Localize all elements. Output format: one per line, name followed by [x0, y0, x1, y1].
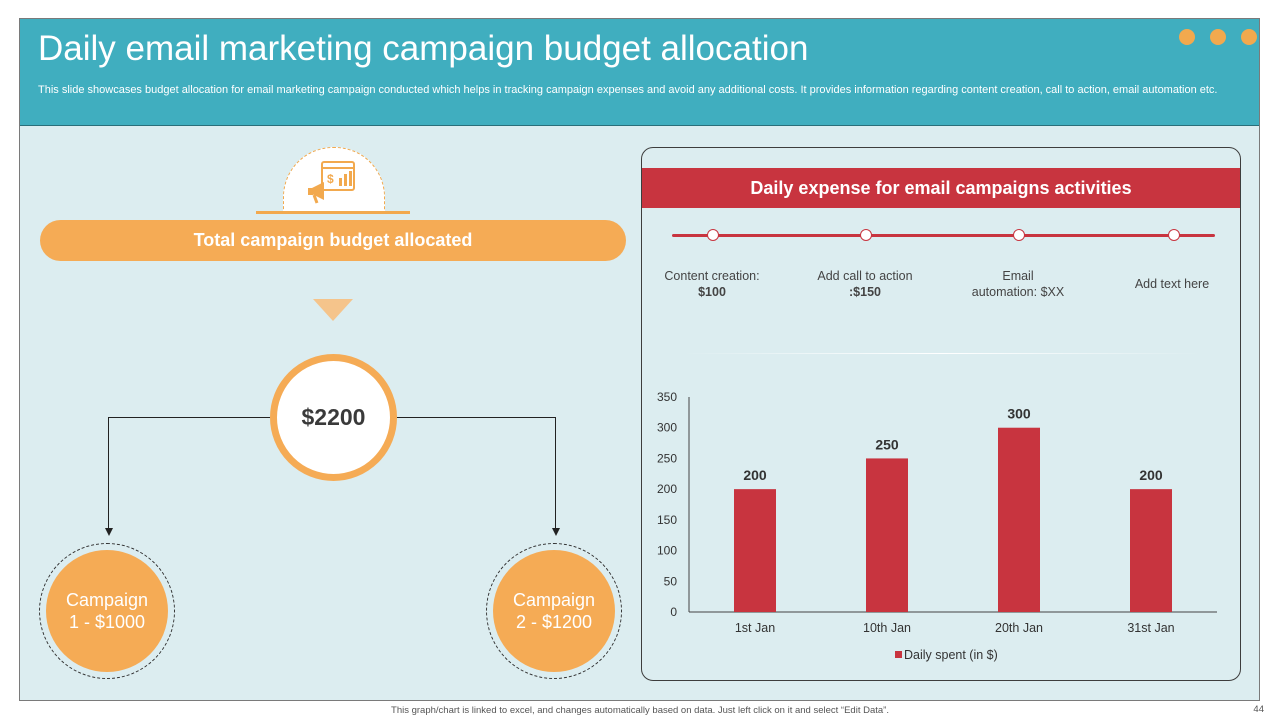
campaign-1-ring — [39, 543, 175, 679]
total-budget-circle: $2200 — [270, 354, 397, 481]
svg-text:$: $ — [327, 172, 334, 186]
x-tick-label: 20th Jan — [995, 621, 1043, 635]
decorative-dots — [1179, 29, 1257, 45]
timeline-node-1 — [707, 229, 719, 241]
arrow-right-head — [552, 528, 560, 536]
connector-right-v — [555, 417, 556, 529]
down-arrow-triangle — [313, 299, 353, 321]
bar — [1130, 489, 1172, 612]
timeline-label-1-line1: Content creation: — [664, 269, 760, 283]
bar-data-label: 200 — [743, 467, 767, 483]
connector-right-h — [397, 417, 555, 418]
panel-divider — [682, 353, 1202, 354]
connector-left-h — [108, 417, 270, 418]
timeline-node-3 — [1013, 229, 1025, 241]
y-tick-label: 200 — [657, 482, 677, 496]
bar — [866, 458, 908, 612]
page-title: Daily email marketing campaign budget al… — [38, 29, 809, 68]
header-bar: Daily email marketing campaign budget al… — [20, 19, 1259, 126]
dot-1 — [1179, 29, 1195, 45]
icon-underline — [256, 211, 410, 214]
timeline-label-2-line2: :$150 — [849, 285, 881, 299]
page-subtitle: This slide showcases budget allocation f… — [38, 84, 1218, 96]
expense-panel: Daily expense for email campaigns activi… — [641, 147, 1241, 681]
y-tick-label: 0 — [670, 605, 677, 619]
y-tick-label: 100 — [657, 544, 677, 558]
bar-data-label: 200 — [1139, 467, 1163, 483]
campaign-1-label: Campaign 1 - $1000 — [65, 590, 149, 632]
y-tick-label: 150 — [657, 513, 677, 527]
total-budget-pill: Total campaign budget allocated — [40, 220, 626, 261]
timeline-label-3-line1: Email — [1002, 269, 1034, 283]
panel-title: Daily expense for email campaigns activi… — [642, 168, 1240, 208]
x-tick-label: 1st Jan — [735, 621, 775, 635]
timeline-label-2-line1: Add call to action — [817, 269, 913, 283]
timeline-label-3-line2: automation: $XX — [971, 285, 1065, 299]
timeline-label-4: Add text here — [1107, 276, 1237, 292]
x-tick-label: 31st Jan — [1127, 621, 1174, 635]
campaign-1-circle: Campaign 1 - $1000 — [46, 550, 168, 672]
y-tick-label: 50 — [664, 574, 678, 588]
campaign-2-circle: Campaign 2 - $1200 — [493, 550, 615, 672]
timeline-line — [672, 234, 1215, 237]
y-tick-label: 350 — [657, 390, 677, 404]
y-tick-label: 300 — [657, 421, 677, 435]
bar-data-label: 300 — [1007, 406, 1031, 422]
megaphone-chart-icon: $ — [308, 161, 355, 204]
dot-3 — [1241, 29, 1257, 45]
page-number: 44 — [1253, 704, 1264, 715]
legend-swatch — [895, 651, 902, 658]
daily-spent-bar-chart: 0 50 100 150 200 250 300 350 200 1st Jan 250 10th J… — [657, 390, 1217, 662]
x-tick-label: 10th Jan — [863, 621, 911, 635]
campaign-2-label: Campaign 2 - $1200 — [512, 590, 596, 632]
bar — [998, 427, 1040, 612]
slide-frame: Daily email marketing campaign budget al… — [19, 18, 1260, 701]
arrow-left-head — [105, 528, 113, 536]
legend-label: Daily spent (in $) — [904, 648, 998, 662]
dot-2 — [1210, 29, 1226, 45]
y-tick-label: 250 — [657, 451, 677, 465]
timeline-label-4-line1: Add text here — [1134, 277, 1210, 291]
timeline-label-1: Content creation: $100 — [647, 268, 777, 300]
bar — [734, 489, 776, 612]
bar-data-label: 250 — [875, 436, 899, 452]
timeline-label-3: Email automation: $XX — [953, 268, 1083, 300]
campaign-2-ring — [486, 543, 622, 679]
timeline-label-1-line2: $100 — [698, 285, 726, 299]
timeline-label-2: Add call to action :$150 — [800, 268, 930, 300]
timeline-node-2 — [860, 229, 872, 241]
marketing-icon-badge: $ — [283, 147, 385, 214]
connector-left-v — [108, 417, 109, 529]
footer-note: This graph/chart is linked to excel, and… — [391, 705, 889, 716]
timeline-node-4 — [1168, 229, 1180, 241]
